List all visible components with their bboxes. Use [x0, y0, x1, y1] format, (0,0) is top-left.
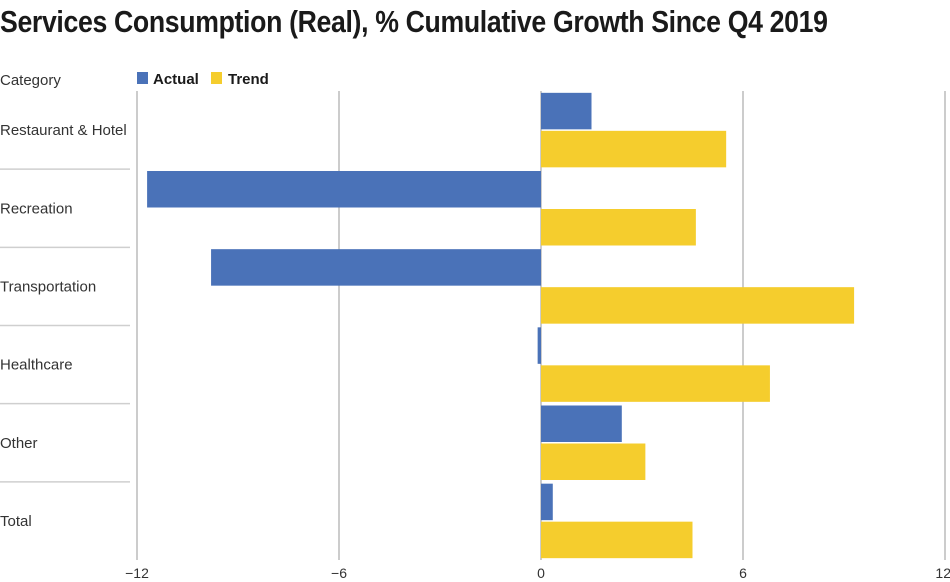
x-tick-label: −12	[125, 565, 149, 581]
category-label-transportation: Transportation	[0, 278, 96, 295]
x-tick-label: −6	[331, 565, 347, 581]
bar-actual-other	[541, 405, 622, 442]
legend-label-actual: Actual	[153, 71, 199, 88]
x-tick-label: 0	[537, 565, 545, 581]
category-label-other: Other	[0, 435, 38, 452]
legend-label-trend: Trend	[228, 71, 269, 88]
x-tick-label: 6	[739, 565, 747, 581]
bar-actual-total	[541, 483, 553, 521]
bar-actual-recreation	[147, 171, 541, 208]
category-label-healthcare: Healthcare	[0, 357, 73, 374]
legend-swatch-trend	[211, 72, 222, 84]
bar-trend-other	[541, 443, 646, 480]
bar-trend-healthcare	[541, 365, 770, 402]
bar-trend-total	[541, 521, 693, 559]
category-label-recreation: Recreation	[0, 200, 73, 217]
category-label-restaurant-hotel: Restaurant & Hotel	[0, 122, 127, 139]
bar-actual-restaurant-hotel	[541, 92, 592, 130]
bar-trend-recreation	[541, 209, 696, 246]
legend: Actual Trend	[137, 71, 269, 88]
bar-actual-transportation	[211, 249, 542, 286]
category-label-total: Total	[0, 513, 32, 530]
x-tick-label: 12	[935, 565, 950, 581]
chart-title: Services Consumption (Real), % Cumulativ…	[0, 4, 828, 39]
bar-actual-healthcare	[537, 327, 541, 364]
legend-swatch-actual	[137, 72, 148, 84]
category-header: Category	[0, 72, 61, 89]
bar-trend-transportation	[541, 287, 855, 324]
bar-trend-restaurant-hotel	[541, 130, 727, 168]
